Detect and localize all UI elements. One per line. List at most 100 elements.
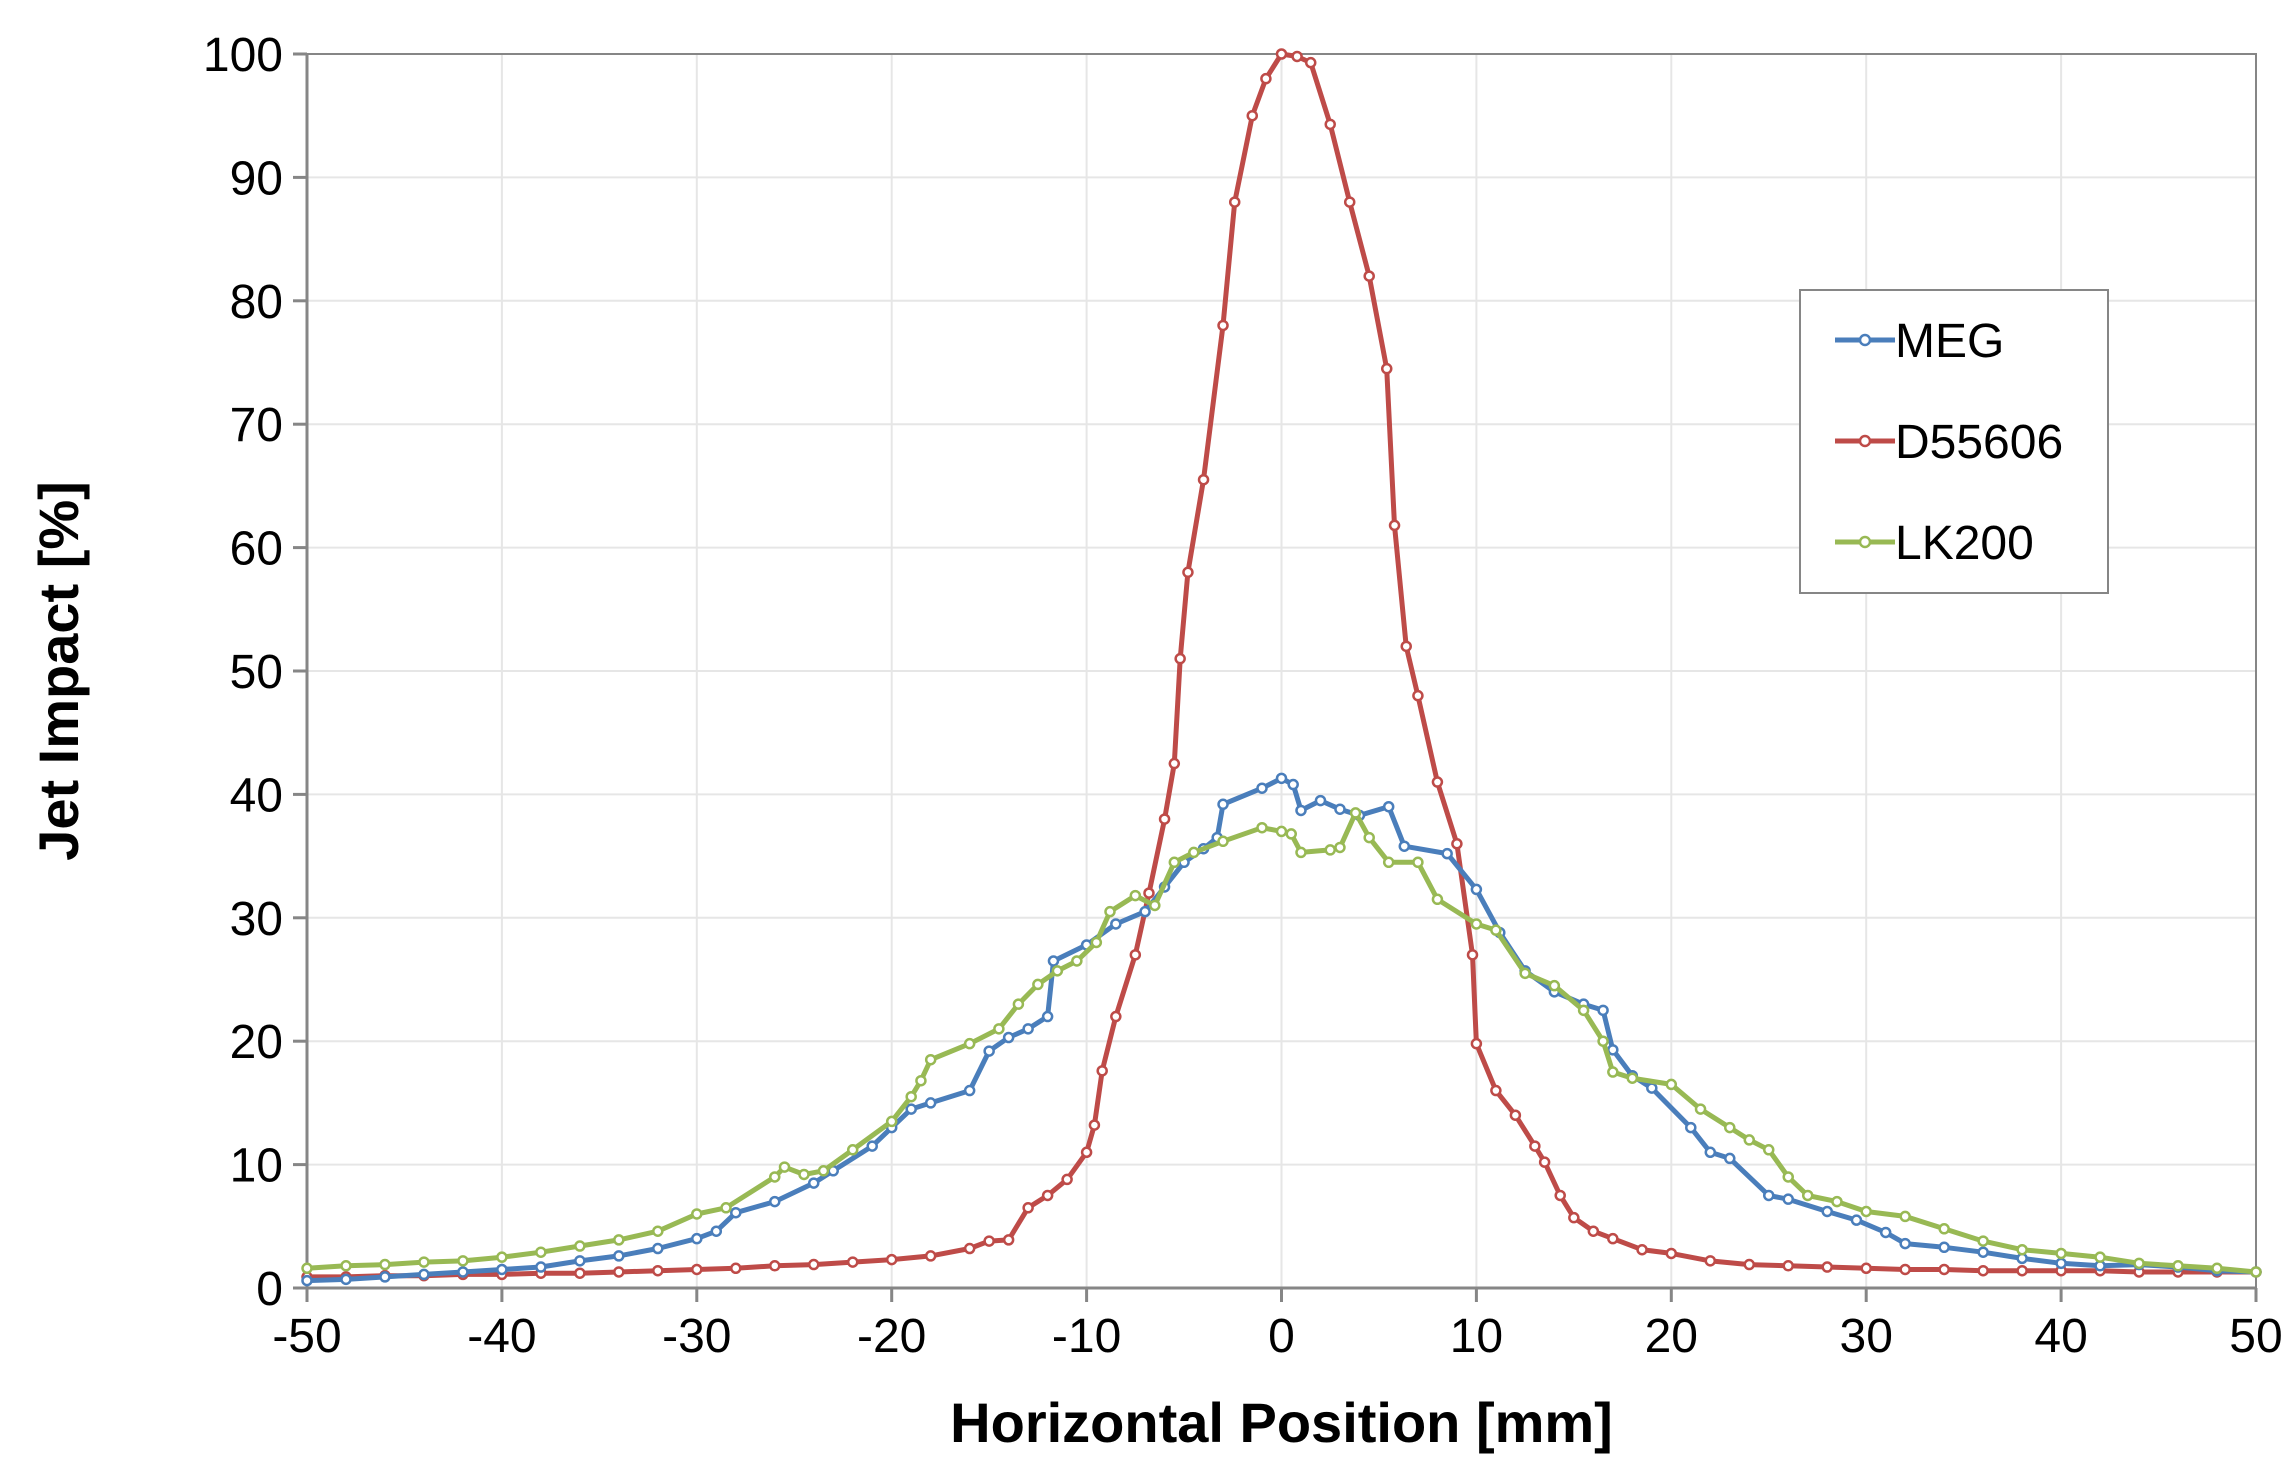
data-point bbox=[1382, 856, 1395, 869]
y-tick-label: 50 bbox=[230, 646, 283, 699]
data-point bbox=[301, 1274, 313, 1287]
data-point bbox=[963, 1242, 976, 1255]
data-point bbox=[1470, 1037, 1483, 1050]
data-point bbox=[340, 1273, 352, 1286]
data-point bbox=[1626, 1072, 1639, 1084]
x-tick-label: 50 bbox=[2229, 1310, 2282, 1363]
y-tick-label: 30 bbox=[230, 893, 283, 946]
data-point bbox=[2016, 1243, 2028, 1256]
data-point bbox=[1763, 1189, 1775, 1202]
x-tick-label: 10 bbox=[1450, 1310, 1503, 1363]
data-point bbox=[457, 1266, 469, 1278]
data-point bbox=[496, 1263, 508, 1276]
data-point bbox=[1287, 778, 1299, 791]
data-point bbox=[720, 1202, 732, 1214]
data-point bbox=[1412, 689, 1424, 702]
data-point bbox=[1324, 118, 1336, 131]
data-point bbox=[905, 1103, 917, 1115]
data-point bbox=[457, 1255, 469, 1267]
legend-item-d55606: D55606 bbox=[1835, 416, 2063, 469]
y-tick-label: 10 bbox=[230, 1140, 283, 1193]
data-point bbox=[379, 1258, 391, 1271]
data-point bbox=[1821, 1261, 1833, 1273]
data-point bbox=[652, 1225, 664, 1237]
data-point bbox=[1217, 319, 1229, 332]
data-point bbox=[1607, 1044, 1619, 1056]
data-point bbox=[1694, 1103, 1707, 1115]
data-point bbox=[1304, 56, 1317, 69]
data-point bbox=[1256, 821, 1268, 834]
y-tick-label: 100 bbox=[203, 29, 283, 82]
data-point bbox=[1431, 776, 1444, 788]
data-point bbox=[1343, 196, 1356, 208]
y-tick-label: 80 bbox=[230, 276, 283, 329]
data-point bbox=[1587, 1225, 1600, 1237]
data-point bbox=[418, 1268, 430, 1281]
data-point bbox=[1197, 473, 1210, 486]
data-point bbox=[1363, 270, 1375, 282]
data-point bbox=[1275, 825, 1288, 838]
data-point bbox=[924, 1053, 937, 1066]
data-point bbox=[1334, 841, 1346, 854]
data-point bbox=[2094, 1251, 2106, 1263]
data-point bbox=[1977, 1264, 1989, 1277]
data-point bbox=[1129, 949, 1142, 961]
data-point bbox=[1088, 1119, 1101, 1131]
data-point bbox=[691, 1232, 703, 1245]
x-tick-label: 40 bbox=[2034, 1310, 2087, 1363]
data-point bbox=[1704, 1146, 1717, 1159]
data-point bbox=[1548, 979, 1561, 992]
y-tick-label: 70 bbox=[230, 399, 283, 452]
data-point bbox=[1022, 1023, 1034, 1035]
data-point bbox=[1801, 1189, 1814, 1202]
data-point bbox=[866, 1140, 878, 1152]
data-point bbox=[983, 1045, 995, 1057]
data-point bbox=[769, 1195, 781, 1208]
data-point bbox=[924, 1097, 937, 1109]
data-point bbox=[1782, 1171, 1794, 1183]
data-point bbox=[1724, 1152, 1736, 1165]
axes: 0 10 20 30 40 50 60 70 80 90 100 -50 -40 -30 -20 -10 0 10… bbox=[203, 29, 2283, 1363]
data-point bbox=[2055, 1247, 2067, 1260]
data-point bbox=[1174, 652, 1186, 665]
data-point bbox=[885, 1115, 898, 1128]
data-point bbox=[1938, 1263, 1950, 1276]
data-point bbox=[652, 1264, 664, 1277]
series-meg bbox=[301, 772, 2262, 1287]
y-tick-label: 20 bbox=[230, 1016, 283, 1069]
y-tick-label: 40 bbox=[230, 769, 283, 822]
x-tick-label: 30 bbox=[1840, 1310, 1893, 1363]
data-point bbox=[1012, 998, 1025, 1010]
data-point bbox=[1398, 840, 1411, 852]
data-point bbox=[1071, 955, 1083, 967]
data-point bbox=[1285, 828, 1297, 840]
data-point bbox=[769, 1171, 781, 1183]
data-point bbox=[1295, 804, 1307, 817]
data-point bbox=[1041, 1189, 1054, 1202]
data-point bbox=[1879, 1226, 1892, 1239]
data-point bbox=[1538, 1156, 1551, 1168]
x-tick-label: -10 bbox=[1052, 1310, 1121, 1363]
data-point bbox=[1061, 1173, 1073, 1186]
data-point bbox=[1295, 846, 1307, 859]
data-point bbox=[1724, 1121, 1736, 1134]
data-point bbox=[1850, 1214, 1863, 1226]
legend-label: D55606 bbox=[1895, 416, 2063, 469]
legend-swatch-marker bbox=[1858, 333, 1872, 347]
data-point bbox=[1400, 640, 1412, 653]
data-point bbox=[769, 1260, 781, 1272]
data-point bbox=[1022, 1202, 1034, 1214]
data-point bbox=[1554, 1189, 1566, 1202]
legend-label: MEG bbox=[1895, 315, 2004, 368]
series-layer bbox=[301, 48, 2262, 1287]
data-point bbox=[963, 1037, 976, 1050]
data-point bbox=[1860, 1205, 1872, 1218]
data-point bbox=[574, 1267, 586, 1279]
data-point bbox=[1938, 1223, 1950, 1235]
data-point bbox=[1002, 1234, 1015, 1246]
data-point bbox=[1228, 196, 1241, 208]
data-point bbox=[817, 1165, 830, 1177]
x-tick-label: 20 bbox=[1645, 1310, 1698, 1363]
data-point bbox=[1821, 1205, 1833, 1218]
